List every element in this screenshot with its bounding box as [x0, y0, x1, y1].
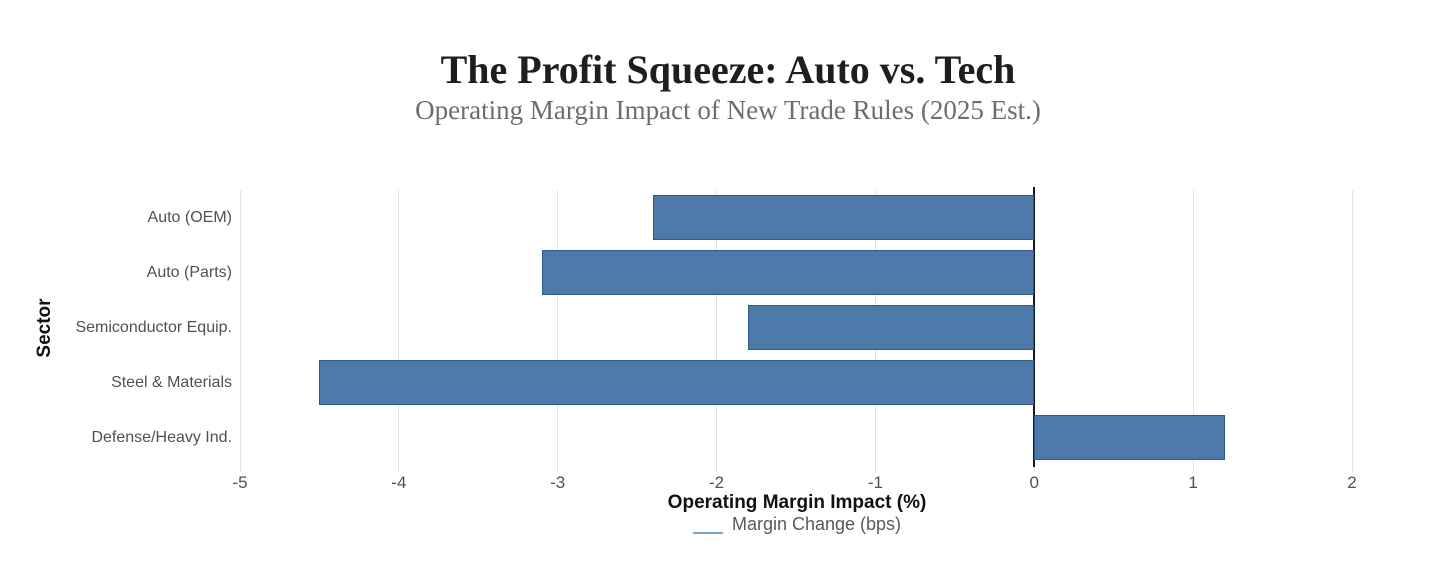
- y-tick-label-auto-oem: Auto (OEM): [147, 208, 232, 226]
- zero-line: [1033, 187, 1036, 467]
- x-tick-label-0: 0: [1029, 473, 1040, 492]
- plot-area: -5 -4 -3 -2 -1 0 1 2: [232, 187, 1357, 492]
- y-tick-label-defense-heavy-ind: Defense/Heavy Ind.: [91, 428, 232, 446]
- gridline-x--3: [557, 190, 559, 472]
- gridline-x--2: [716, 190, 718, 472]
- gridline-x-1: [1192, 190, 1194, 472]
- chart-subtitle: Operating Margin Impact of New Trade Rul…: [415, 95, 1041, 125]
- legend[interactable]: Margin Change (bps): [692, 514, 902, 535]
- chart-title: The Profit Squeeze: Auto vs. Tech: [440, 47, 1016, 92]
- x-tick-label--1: -1: [867, 473, 883, 492]
- legend-swatch-icon: [692, 516, 723, 534]
- x-tick-label--4: -4: [391, 473, 407, 492]
- bar-steel-materials[interactable]: [319, 360, 1035, 405]
- legend-label: Margin Change (bps): [731, 514, 902, 534]
- x-axis-title: Operating Margin Impact (%): [667, 492, 927, 513]
- x-tick-label--3: -3: [550, 473, 566, 492]
- x-tick-label-1: 1: [1188, 473, 1198, 492]
- x-tick-label-2: 2: [1347, 473, 1357, 492]
- y-tick-label-auto-parts: Auto (Parts): [146, 263, 232, 281]
- gridline-x-2: [1351, 190, 1353, 472]
- bar-defense-heavy-ind[interactable]: [1034, 415, 1225, 460]
- gridline-x--5: [239, 190, 241, 472]
- x-tick-label--2: -2: [709, 473, 725, 492]
- bar-semiconductor-equip[interactable]: [748, 305, 1035, 350]
- bar-auto-parts[interactable]: [541, 250, 1035, 295]
- bar-auto-oem[interactable]: [653, 195, 1035, 240]
- x-tick-label--5: -5: [232, 473, 248, 492]
- y-tick-label-steel-materials: Steel & Materials: [111, 373, 232, 391]
- y-tick-label-semiconductor-equip: Semiconductor Equip.: [75, 318, 232, 336]
- gridline-x--4: [398, 190, 400, 472]
